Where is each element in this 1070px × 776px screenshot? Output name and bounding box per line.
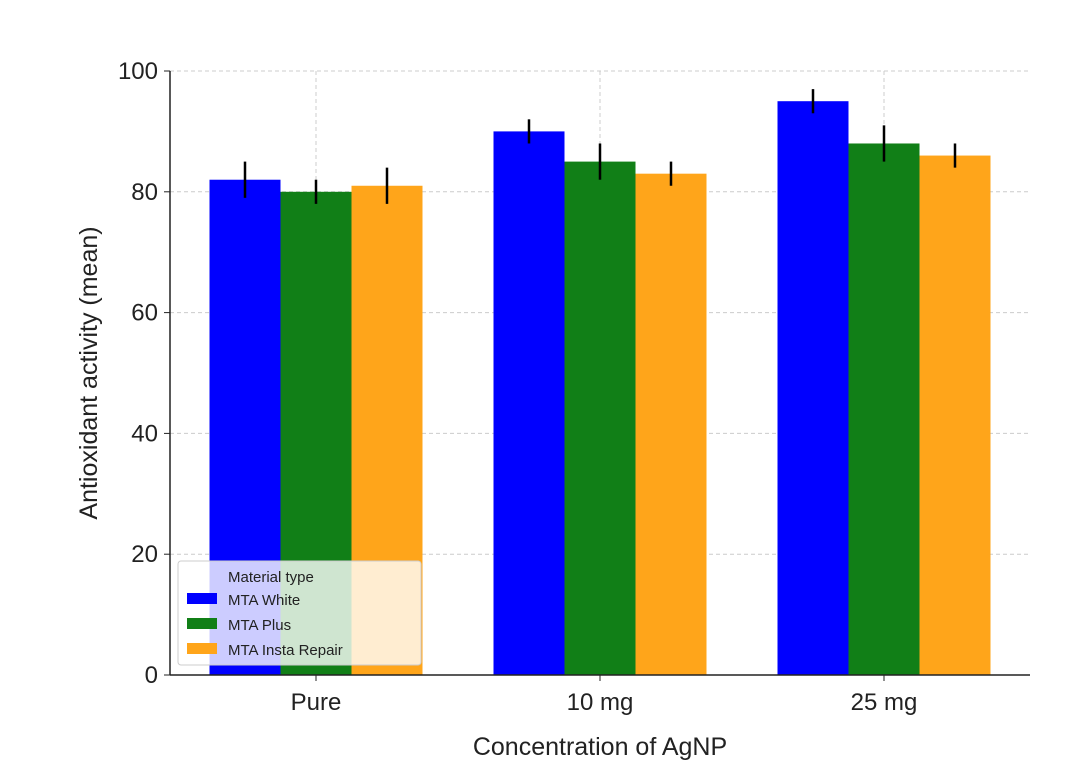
legend-box <box>177 560 422 666</box>
x-axis-label: Concentration of AgNP <box>473 733 727 761</box>
bar-mta-insta-repair <box>635 173 707 675</box>
bar-mta-white <box>777 101 849 675</box>
y-axis-label: Antioxidant activity (mean) <box>75 226 103 519</box>
y-tick-label: 20 <box>131 541 158 568</box>
legend-label: MTA White <box>228 592 300 609</box>
x-tick-label: Pure <box>291 689 342 716</box>
y-tick-label: 0 <box>145 662 158 689</box>
bar-mta-insta-repair <box>919 155 991 675</box>
legend-label: MTA Insta Repair <box>228 642 343 659</box>
legend-swatch <box>187 643 217 654</box>
bar-mta-plus <box>564 161 636 676</box>
legend: Material type MTA White MTA Plus MTA Insta… <box>177 560 422 666</box>
y-tick-label: 100 <box>118 58 158 85</box>
bar-mta-white <box>493 131 565 675</box>
legend-swatch <box>187 618 217 629</box>
x-tick-label: 25 mg <box>851 689 918 716</box>
bar-mta-plus <box>848 143 920 676</box>
legend-label: MTA Plus <box>228 617 291 634</box>
legend-swatch <box>187 593 217 604</box>
y-tick-label: 40 <box>131 420 158 447</box>
legend-title: Material type <box>228 569 314 586</box>
x-tick-label: 10 mg <box>567 689 634 716</box>
y-tick-label: 60 <box>131 300 158 327</box>
y-tick-label: 80 <box>131 179 158 206</box>
